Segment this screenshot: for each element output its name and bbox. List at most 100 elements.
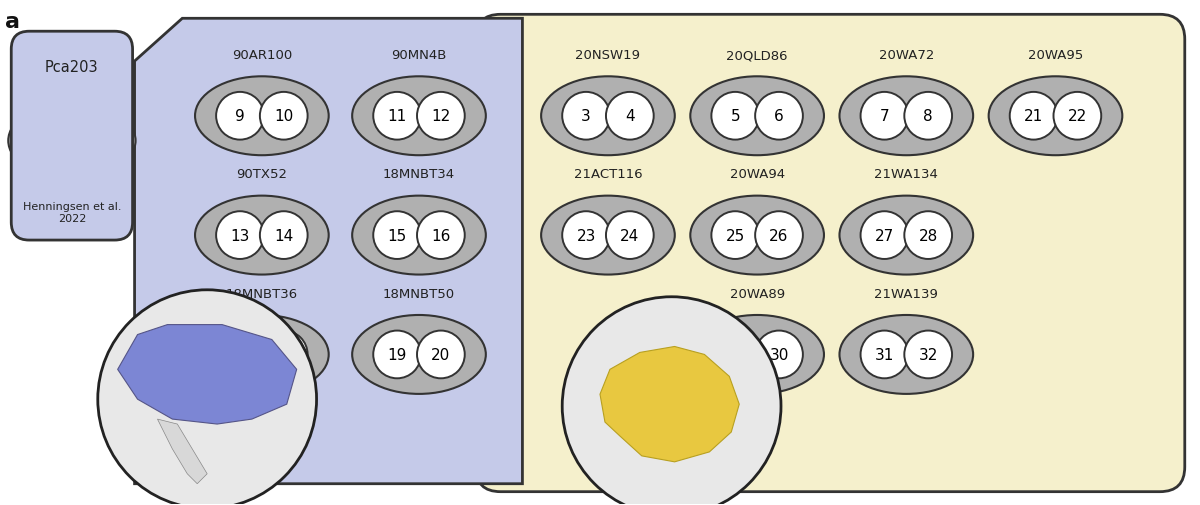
Text: 20WA72: 20WA72 xyxy=(878,49,934,62)
Ellipse shape xyxy=(690,77,824,156)
Ellipse shape xyxy=(840,77,973,156)
Text: 6: 6 xyxy=(774,109,784,124)
Text: 22: 22 xyxy=(1068,109,1087,124)
Text: 11: 11 xyxy=(388,109,407,124)
Ellipse shape xyxy=(352,196,486,275)
Circle shape xyxy=(563,297,781,505)
Circle shape xyxy=(373,331,421,379)
Text: 32: 32 xyxy=(918,347,938,362)
Ellipse shape xyxy=(541,196,674,275)
Polygon shape xyxy=(600,347,739,462)
FancyBboxPatch shape xyxy=(11,32,132,240)
Text: Henningsen et al.
2022: Henningsen et al. 2022 xyxy=(23,202,121,224)
Circle shape xyxy=(905,212,952,260)
Text: 20: 20 xyxy=(431,347,450,362)
Polygon shape xyxy=(134,19,522,484)
Circle shape xyxy=(755,212,803,260)
Text: 21WA134: 21WA134 xyxy=(875,168,938,181)
Polygon shape xyxy=(157,419,208,484)
Circle shape xyxy=(860,331,908,379)
Text: 14: 14 xyxy=(274,228,293,243)
Circle shape xyxy=(755,331,803,379)
Text: 28: 28 xyxy=(918,228,938,243)
Text: 18MNBT36: 18MNBT36 xyxy=(226,287,298,300)
Text: 18MNBT34: 18MNBT34 xyxy=(383,168,455,181)
Text: 27: 27 xyxy=(875,228,894,243)
Text: 7: 7 xyxy=(880,109,889,124)
Text: 20WA89: 20WA89 xyxy=(730,287,785,300)
Ellipse shape xyxy=(352,315,486,394)
FancyBboxPatch shape xyxy=(475,15,1184,492)
Ellipse shape xyxy=(8,103,136,179)
Text: 26: 26 xyxy=(769,228,788,243)
Circle shape xyxy=(418,212,464,260)
Circle shape xyxy=(29,119,74,164)
Circle shape xyxy=(606,212,654,260)
Text: 13: 13 xyxy=(230,228,250,243)
Circle shape xyxy=(68,119,115,164)
Text: 24: 24 xyxy=(620,228,640,243)
Circle shape xyxy=(860,93,908,140)
Text: 18: 18 xyxy=(274,347,293,362)
Text: 23: 23 xyxy=(576,228,595,243)
Text: 9: 9 xyxy=(235,109,245,124)
Circle shape xyxy=(563,212,610,260)
Text: 29: 29 xyxy=(726,347,745,362)
Circle shape xyxy=(216,93,264,140)
Ellipse shape xyxy=(196,196,329,275)
Circle shape xyxy=(216,331,264,379)
Text: 2: 2 xyxy=(86,134,97,149)
Circle shape xyxy=(1054,93,1102,140)
Text: 19: 19 xyxy=(388,347,407,362)
Ellipse shape xyxy=(690,196,824,275)
Text: 20NSW19: 20NSW19 xyxy=(576,49,641,62)
Circle shape xyxy=(755,93,803,140)
Text: 12: 12 xyxy=(431,109,450,124)
Ellipse shape xyxy=(196,77,329,156)
Ellipse shape xyxy=(840,196,973,275)
Ellipse shape xyxy=(989,77,1122,156)
Text: 8: 8 xyxy=(923,109,934,124)
Text: 10: 10 xyxy=(274,109,293,124)
Text: Pca203: Pca203 xyxy=(46,60,98,75)
Circle shape xyxy=(260,93,307,140)
Polygon shape xyxy=(118,325,296,424)
Circle shape xyxy=(606,93,654,140)
Circle shape xyxy=(260,331,307,379)
Text: 31: 31 xyxy=(875,347,894,362)
Ellipse shape xyxy=(541,77,674,156)
Text: 16: 16 xyxy=(431,228,450,243)
Text: 17: 17 xyxy=(230,347,250,362)
Circle shape xyxy=(712,331,760,379)
Ellipse shape xyxy=(352,77,486,156)
Text: 90AR100: 90AR100 xyxy=(232,49,292,62)
Text: 4: 4 xyxy=(625,109,635,124)
Text: 5: 5 xyxy=(731,109,740,124)
Text: 30: 30 xyxy=(769,347,788,362)
Text: 25: 25 xyxy=(726,228,745,243)
Text: 20WA95: 20WA95 xyxy=(1028,49,1084,62)
Circle shape xyxy=(216,212,264,260)
Text: 20QLD86: 20QLD86 xyxy=(726,49,788,62)
Circle shape xyxy=(260,212,307,260)
Text: 3: 3 xyxy=(581,109,590,124)
Ellipse shape xyxy=(840,315,973,394)
Circle shape xyxy=(905,93,952,140)
Circle shape xyxy=(712,212,760,260)
Text: 18MNBT50: 18MNBT50 xyxy=(383,287,455,300)
Circle shape xyxy=(563,93,610,140)
Text: a: a xyxy=(5,12,20,32)
Text: 21: 21 xyxy=(1024,109,1043,124)
Text: 90TX52: 90TX52 xyxy=(236,168,287,181)
Ellipse shape xyxy=(690,315,824,394)
Circle shape xyxy=(373,93,421,140)
Circle shape xyxy=(418,331,464,379)
Text: 15: 15 xyxy=(388,228,407,243)
Circle shape xyxy=(712,93,760,140)
Circle shape xyxy=(97,290,317,505)
Ellipse shape xyxy=(196,315,329,394)
Text: 21WA139: 21WA139 xyxy=(875,287,938,300)
Text: 90MN4B: 90MN4B xyxy=(391,49,446,62)
Circle shape xyxy=(418,93,464,140)
Text: 1: 1 xyxy=(47,134,56,149)
